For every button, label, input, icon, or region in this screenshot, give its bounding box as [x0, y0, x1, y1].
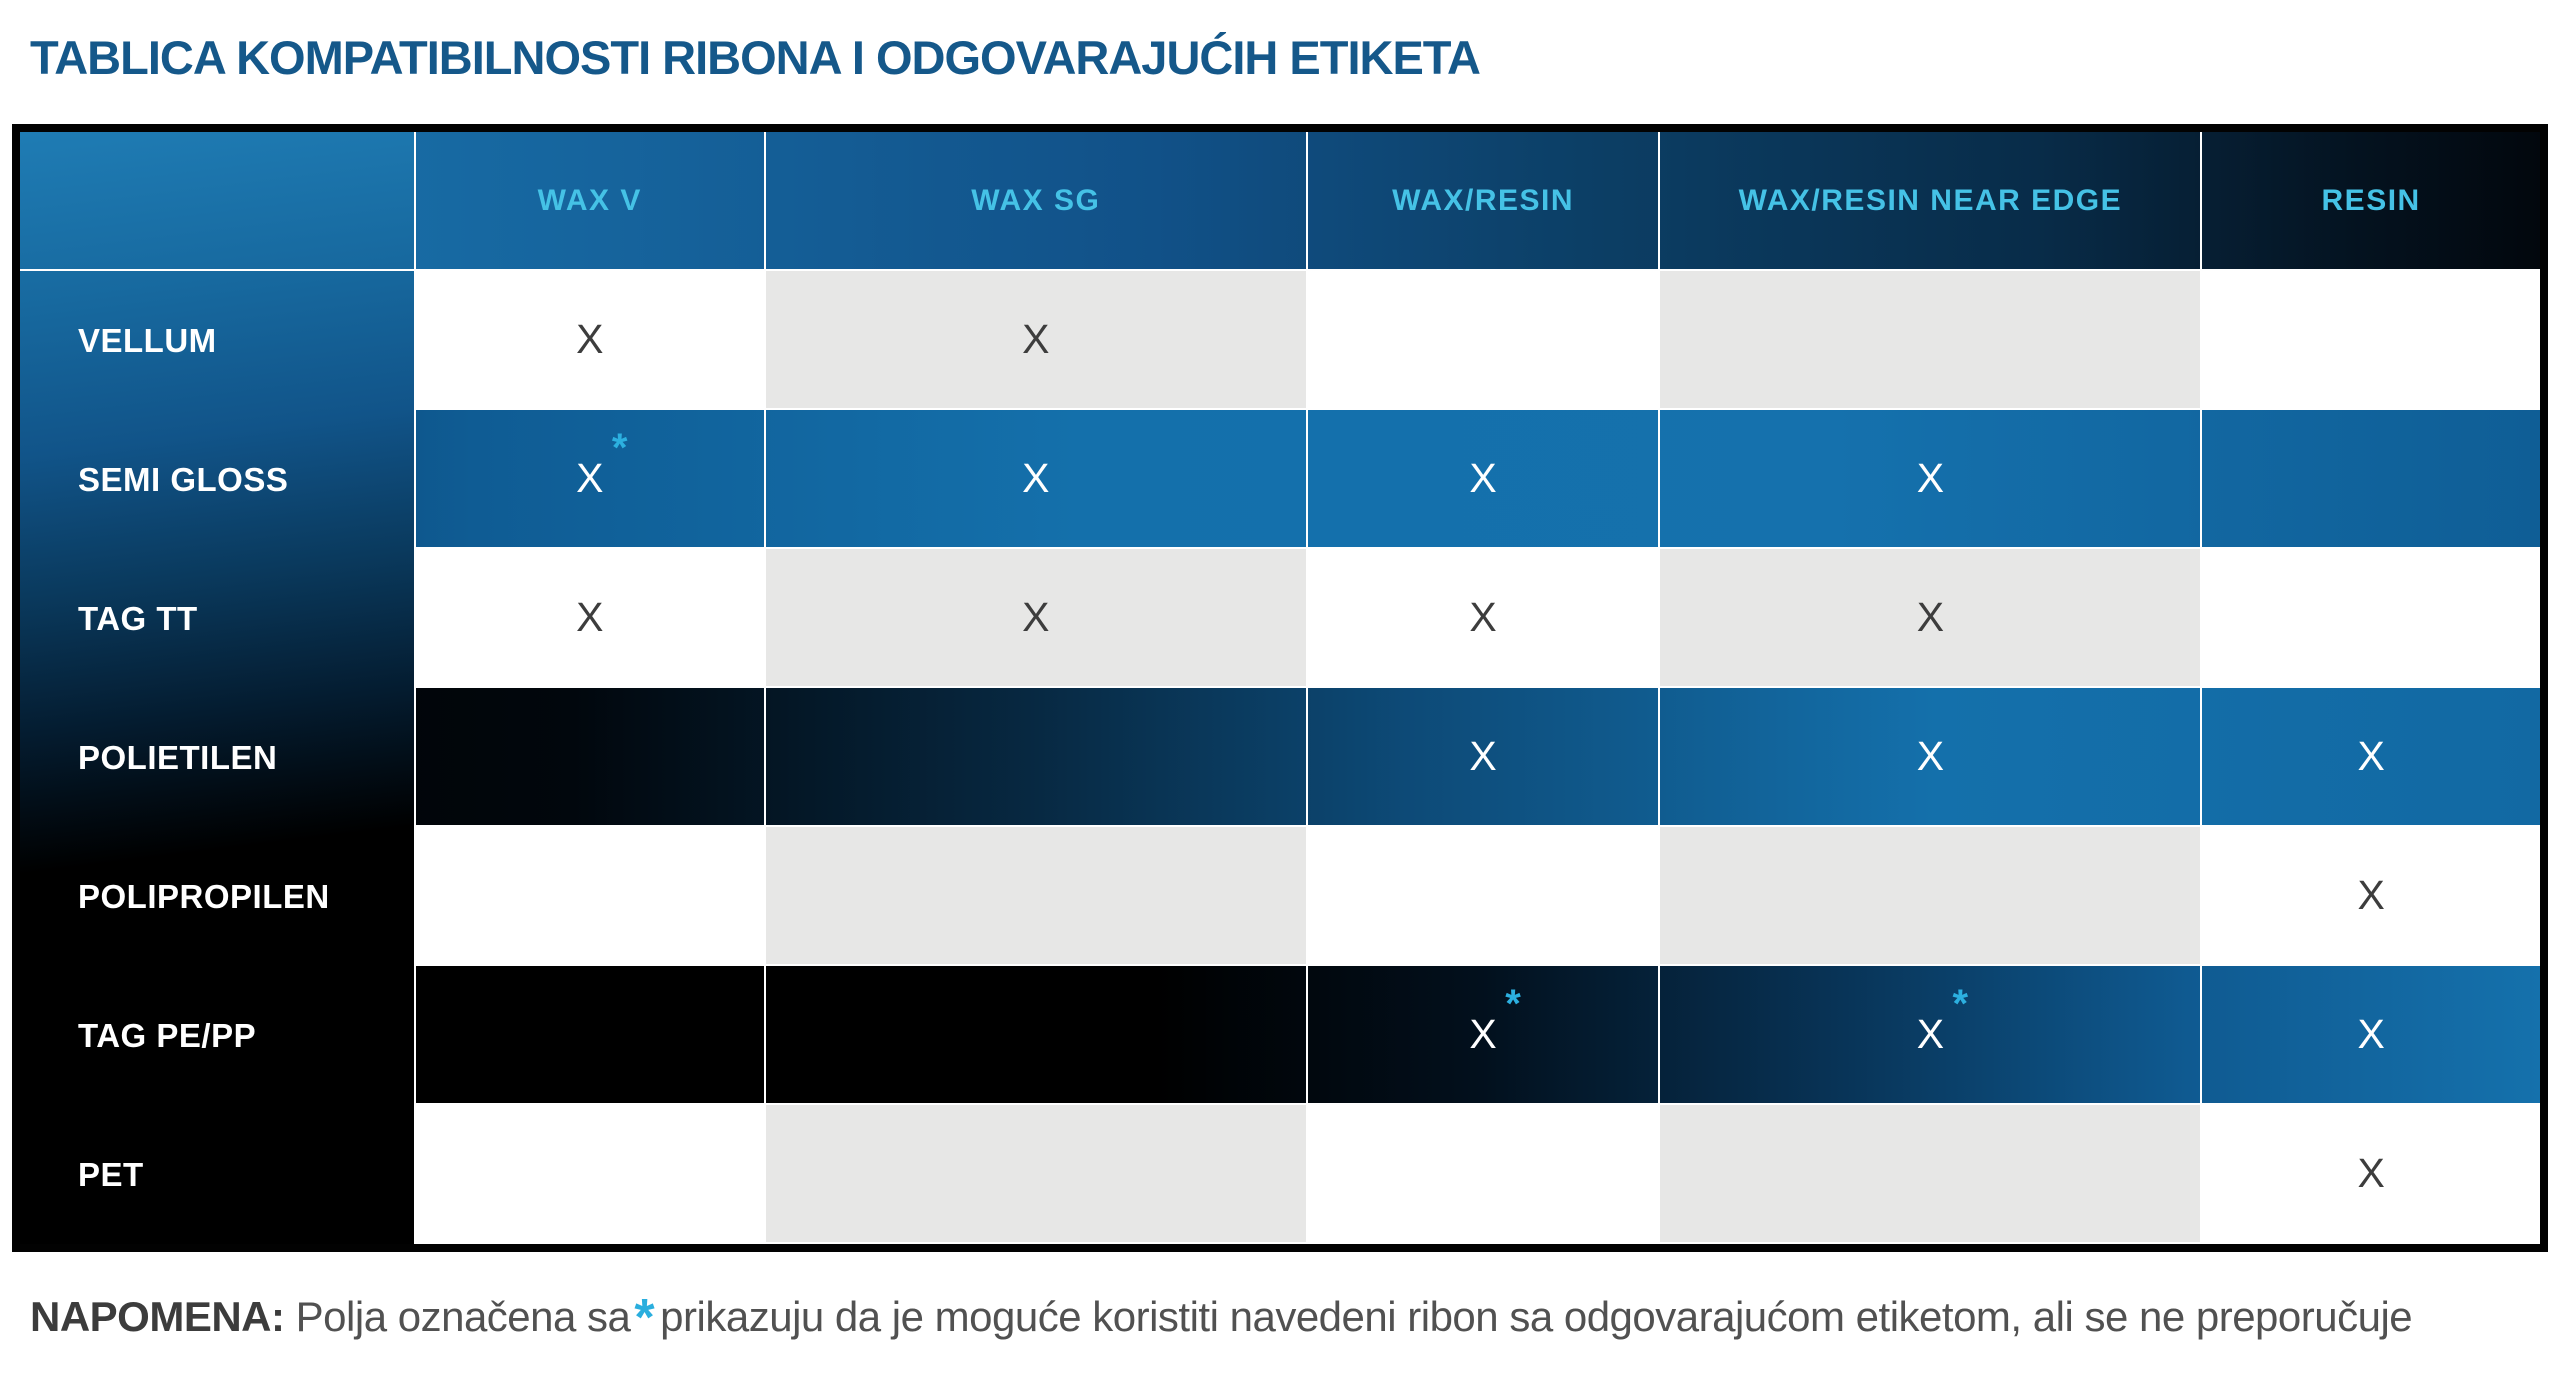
cell-tag-pe-pp-wax-v	[415, 966, 766, 1106]
cell-tag-tt-wax-sg: X	[765, 549, 1308, 689]
cell-pet-wax-v	[415, 1105, 766, 1245]
x-mark: X	[1916, 455, 1945, 502]
page-title: TABLICA KOMPATIBILNOSTI RIBONA I ODGOVAR…	[30, 31, 1481, 84]
cell-tag-tt-wax-resin: X	[1307, 549, 1661, 689]
cell-pet-wax-resin	[1307, 1105, 1661, 1245]
row-label-tag-tt: TAG TT	[20, 549, 416, 689]
corner-header-cell	[20, 132, 416, 272]
cell-tag-pe-pp-wax-sg	[765, 966, 1308, 1106]
cell-tag-pe-pp-wax-resin-near-edge: X *	[1660, 966, 2203, 1106]
footnote: NAPOMENA: Polja označena sa* prikazuju da…	[30, 1288, 2560, 1348]
cell-vellum-wax-v: X	[415, 271, 766, 411]
x-mark: X	[1916, 733, 1945, 780]
x-mark: X	[1022, 594, 1050, 641]
row-label-tag-pe-pp: TAG PE/PP	[20, 966, 416, 1106]
footnote-label: NAPOMENA:	[30, 1293, 285, 1341]
header-row-background	[20, 132, 2540, 272]
row-label-polietilen: POLIETILEN	[20, 688, 416, 828]
row-label-pet: PET	[20, 1105, 416, 1245]
cell-polipropilen-wax-resin-near-edge	[1660, 827, 2203, 967]
x-mark: X	[2357, 1150, 2385, 1197]
cell-polipropilen-wax-resin	[1307, 827, 1661, 967]
cell-semi-gloss-resin	[2202, 410, 2540, 550]
cell-polietilen-wax-resin: X	[1307, 688, 1661, 828]
x-mark: X *	[576, 426, 628, 502]
cell-polipropilen-wax-sg	[765, 827, 1308, 967]
cell-polietilen-wax-sg	[765, 688, 1308, 828]
cell-polietilen-resin: X	[2202, 688, 2540, 828]
cell-polipropilen-resin: X	[2202, 827, 2540, 967]
column-header-wax-resin: WAX/RESIN	[1307, 132, 1661, 272]
x-mark: X *	[1916, 982, 1969, 1058]
asterisk-mark: *	[611, 426, 628, 471]
footnote-text-before: Polja označena sa	[295, 1293, 631, 1341]
x-mark: X	[576, 316, 604, 363]
cell-vellum-wax-resin	[1307, 271, 1661, 411]
cell-tag-pe-pp-wax-resin: X *	[1307, 966, 1661, 1106]
cell-semi-gloss-wax-v: X *	[415, 410, 766, 550]
cell-tag-pe-pp-resin: X	[2202, 966, 2540, 1106]
asterisk-mark: *	[1952, 982, 1969, 1027]
column-header-wax-v: WAX V	[415, 132, 766, 272]
polietilen-row-background	[20, 688, 2540, 828]
x-mark: X	[1469, 594, 1497, 641]
cell-vellum-wax-sg: X	[765, 271, 1308, 411]
cell-pet-resin: X	[2202, 1105, 2540, 1245]
tag-pe-pp-row-background	[20, 966, 2540, 1106]
cell-pet-wax-sg	[765, 1105, 1308, 1245]
x-mark: X	[576, 594, 604, 641]
cell-semi-gloss-wax-sg: X	[765, 410, 1308, 550]
label-column-background	[20, 132, 416, 1245]
cell-vellum-resin	[2202, 271, 2540, 411]
cell-polietilen-wax-v	[415, 688, 766, 828]
cell-vellum-wax-resin-near-edge	[1660, 271, 2203, 411]
x-mark: X	[2357, 872, 2385, 919]
x-mark: X	[1022, 455, 1050, 502]
x-mark: X	[1469, 733, 1497, 780]
asterisk-mark: *	[1505, 982, 1521, 1027]
row-label-semi-gloss: SEMI GLOSS	[20, 410, 416, 550]
cell-tag-tt-resin	[2202, 549, 2540, 689]
column-header-wax-sg: WAX SG	[765, 132, 1308, 272]
x-mark: X	[2357, 733, 2385, 780]
x-mark: X	[1022, 316, 1050, 363]
footnote-asterisk: *	[634, 1289, 655, 1348]
column-header-resin: RESIN	[2202, 132, 2540, 272]
cell-semi-gloss-wax-resin-near-edge: X	[1660, 410, 2203, 550]
x-mark: X	[2357, 1011, 2385, 1058]
x-mark: X	[1916, 594, 1945, 641]
row-label-polipropilen: POLIPROPILEN	[20, 827, 416, 967]
x-mark: X	[1469, 455, 1497, 502]
cell-polipropilen-wax-v	[415, 827, 766, 967]
row-label-vellum: VELLUM	[20, 271, 416, 411]
x-mark: X *	[1469, 982, 1521, 1058]
cell-polietilen-wax-resin-near-edge: X	[1660, 688, 2203, 828]
cell-tag-tt-wax-resin-near-edge: X	[1660, 549, 2203, 689]
semi-gloss-row-background	[20, 410, 2540, 550]
footnote-text-after: prikazuju da je moguće koristiti naveden…	[660, 1293, 2413, 1341]
cell-tag-tt-wax-v: X	[415, 549, 766, 689]
column-header-wax-resin-near-edge: WAX/RESIN NEAR EDGE	[1660, 132, 2203, 272]
cell-pet-wax-resin-near-edge	[1660, 1105, 2203, 1245]
compatibility-table: WAX V WAX SG WAX/RESIN WAX/RESIN NEAR EDGE R…	[12, 124, 2548, 1253]
cell-semi-gloss-wax-resin: X	[1307, 410, 1661, 550]
